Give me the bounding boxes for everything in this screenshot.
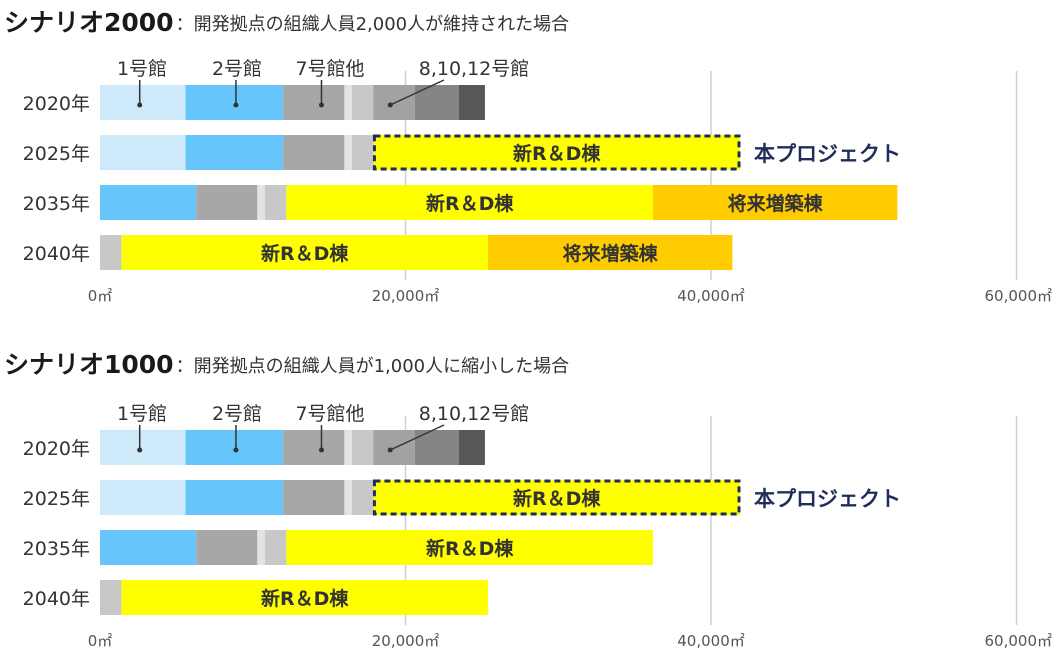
bar-segment [185, 430, 284, 465]
leader-dot [387, 102, 393, 108]
y-category-label: 2035年 [23, 538, 90, 560]
project-outline [372, 134, 741, 171]
segment-label: 将来増築棟 [728, 192, 824, 215]
bar-segment [100, 135, 186, 170]
bar-segment [344, 85, 353, 120]
segment-label: 新R＆D棟 [513, 142, 601, 165]
leader-dot [387, 447, 393, 453]
bar-segment [373, 480, 741, 515]
building-label: 1号館 [117, 403, 167, 425]
project-annotation: 本プロジェクト [754, 142, 901, 166]
bar-segment [196, 530, 258, 565]
x-tick-label: 40,000㎡ [677, 632, 745, 650]
x-tick-label: 0㎡ [88, 287, 113, 305]
leader-dot [318, 102, 324, 108]
bar-segment [352, 430, 374, 465]
x-tick-label: 20,000㎡ [372, 632, 440, 650]
bar-segment [344, 430, 353, 465]
leader-line [389, 424, 445, 451]
chart-subtitle: ：開発拠点の組織人員2,000人が維持された場合 [176, 14, 570, 35]
segment-label: 将来増築棟 [563, 242, 659, 265]
x-tick-label: 60,000㎡ [985, 632, 1053, 650]
bar-segment [283, 430, 345, 465]
building-label: 8,10,12号館 [419, 403, 530, 425]
project-outline [372, 479, 741, 516]
y-category-label: 2035年 [23, 193, 90, 215]
y-category-label: 2020年 [23, 438, 90, 460]
x-tick-label: 20,000㎡ [372, 287, 440, 305]
chart-title: シナリオ1000 [4, 350, 174, 379]
bar-segment [264, 530, 287, 565]
bar-segment [652, 185, 898, 220]
bar-segment [344, 135, 353, 170]
segment-label: 新R＆D棟 [426, 537, 514, 560]
bar-segment [352, 480, 374, 515]
leader-dot [137, 447, 143, 453]
segment-label: 新R＆D棟 [513, 487, 601, 510]
project-annotation: 本プロジェクト [754, 487, 901, 511]
bar-segment [100, 235, 122, 270]
bar-segment [100, 85, 186, 120]
leader-dot [137, 102, 143, 108]
y-category-label: 2020年 [23, 93, 90, 115]
bar-segment [264, 185, 287, 220]
bar-segment [185, 85, 284, 120]
bar-segment [458, 85, 485, 120]
bar-segment [196, 185, 258, 220]
bar-segment [458, 430, 485, 465]
bar-segment [283, 480, 345, 515]
bar-segment [373, 135, 741, 170]
segment-label: 新R＆D棟 [426, 192, 514, 215]
segment-label: 新R＆D棟 [261, 587, 349, 610]
bar-segment [100, 530, 197, 565]
leader-dot [233, 447, 239, 453]
bar-segment [257, 185, 265, 220]
y-category-label: 2025年 [23, 143, 90, 165]
building-label: 8,10,12号館 [419, 58, 530, 80]
chart-panel-2: 0㎡ 20,000㎡ 40,000㎡ 60,000㎡ シナリオ1000 ：開発拠点の組織人… [4, 350, 1052, 650]
bar-segment [100, 430, 186, 465]
building-label: 2号館 [212, 403, 262, 425]
bar-segment [487, 235, 733, 270]
bar-segment [100, 480, 186, 515]
y-category-label: 2040年 [23, 243, 90, 265]
x-tick-label: 40,000㎡ [677, 287, 745, 305]
building-label: 2号館 [212, 58, 262, 80]
x-tick-label: 0㎡ [88, 632, 113, 650]
y-category-label: 2040年 [23, 588, 90, 610]
segment-label: 新R＆D棟 [261, 242, 349, 265]
bar-segment [283, 85, 345, 120]
bar-segment [286, 530, 653, 565]
chart-panel-1: 0㎡ 20,000㎡ 40,000㎡ 60,000㎡ シナリオ2000 ：開発拠点の組織人… [4, 8, 1052, 305]
leader-dot [318, 447, 324, 453]
leader-dot [233, 102, 239, 108]
leader-line [389, 79, 445, 106]
chart-title: シナリオ2000 [4, 8, 174, 37]
bar-segment [185, 135, 284, 170]
bar-segment [121, 235, 488, 270]
x-tick-label: 60,000㎡ [985, 287, 1053, 305]
bar-segment [344, 480, 353, 515]
building-label: 7号館他 [295, 403, 364, 425]
bar-segment [283, 135, 345, 170]
building-label: 1号館 [117, 58, 167, 80]
y-category-label: 2025年 [23, 488, 90, 510]
bar-segment [121, 580, 488, 615]
bar-segment [352, 85, 374, 120]
bar-segment [100, 185, 197, 220]
bar-segment [257, 530, 265, 565]
bar-segment [286, 185, 653, 220]
building-label: 7号館他 [295, 58, 364, 80]
bar-segment [100, 580, 122, 615]
chart-subtitle: ：開発拠点の組織人員が1,000人に縮小した場合 [176, 356, 570, 377]
bar-segment [185, 480, 284, 515]
bar-segment [352, 135, 374, 170]
